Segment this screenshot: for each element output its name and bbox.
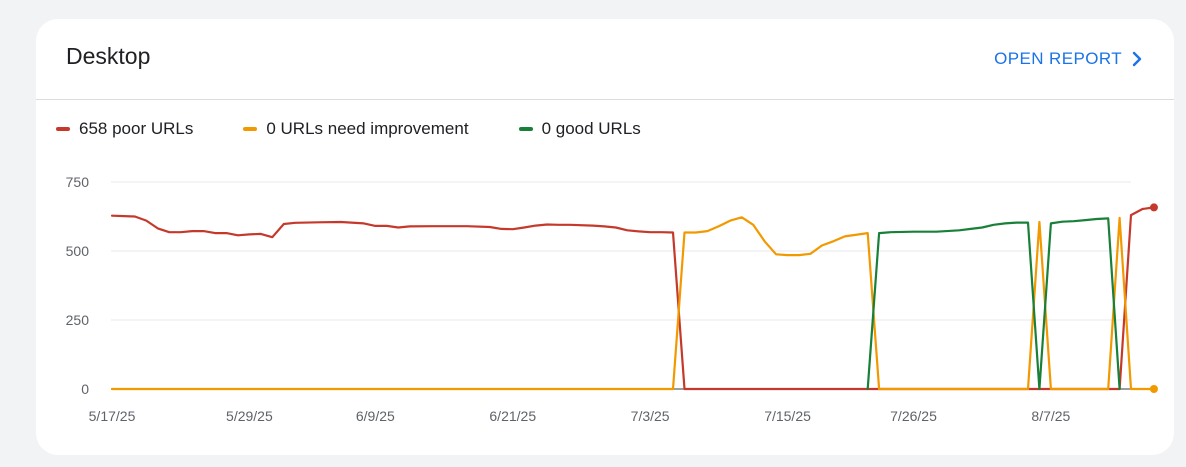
open-report-label: OPEN REPORT	[994, 49, 1122, 68]
card-title: Desktop	[66, 43, 151, 69]
y-tick-label: 500	[66, 243, 90, 259]
legend-label-poor: 658 poor URLs	[79, 119, 194, 138]
x-tick-label: 5/29/25	[226, 408, 273, 424]
card-header: Desktop OPEN REPORT	[36, 19, 1174, 100]
x-tick-label: 7/15/25	[764, 408, 811, 424]
y-axis-ticks: 0 250 500 750	[66, 174, 90, 397]
legend-swatch-poor	[56, 127, 70, 131]
line-chart: 0 250 500 750 5/17/25 5/29/25 6/9/25 6/21/25 7/…	[66, 174, 1158, 424]
chart-series	[110, 203, 1158, 393]
legend-label-needs-improvement: 0 URLs need improvement	[266, 119, 469, 138]
x-tick-label: 5/17/25	[89, 408, 136, 424]
open-report-link[interactable]: OPEN REPORT	[994, 49, 1142, 69]
series-line-poor[interactable]	[110, 206, 1156, 391]
y-tick-label: 750	[66, 174, 90, 190]
series-endpoint-poor[interactable]	[1149, 203, 1158, 212]
x-tick-label: 7/3/25	[631, 408, 670, 424]
series-endpoint-needs-improvement[interactable]	[1149, 385, 1158, 393]
series-line-good[interactable]	[866, 217, 1121, 391]
x-tick-label: 6/21/25	[489, 408, 536, 424]
chevron-right-icon	[1132, 51, 1142, 67]
x-tick-label: 6/9/25	[356, 408, 395, 424]
legend-swatch-good	[518, 127, 533, 131]
legend-label-good: 0 good URLs	[541, 119, 641, 138]
legend-item-poor[interactable]: 658 poor URLs	[56, 119, 193, 139]
desktop-report-card: Desktop OPEN REPORT 658 poor URLs 0 URLs…	[36, 19, 1174, 455]
chart-grid	[111, 181, 1131, 390]
x-axis-ticks: 5/17/25 5/29/25 6/9/25 6/21/25 7/3/25 7/15/25…	[89, 408, 1071, 424]
legend-item-needs-improvement[interactable]: 0 URLs need improvement	[243, 119, 469, 139]
series-line-needs-improvement[interactable]	[110, 216, 1156, 391]
x-tick-label: 7/26/25	[890, 408, 937, 424]
legend-item-good[interactable]: 0 good URLs	[518, 119, 641, 139]
legend-swatch-needs-improvement	[243, 127, 258, 131]
y-tick-label: 0	[81, 381, 89, 397]
y-tick-label: 250	[66, 312, 90, 328]
x-tick-label: 8/7/25	[1031, 408, 1070, 424]
chart-legend: 658 poor URLs 0 URLs need improvement 0 …	[56, 119, 691, 139]
